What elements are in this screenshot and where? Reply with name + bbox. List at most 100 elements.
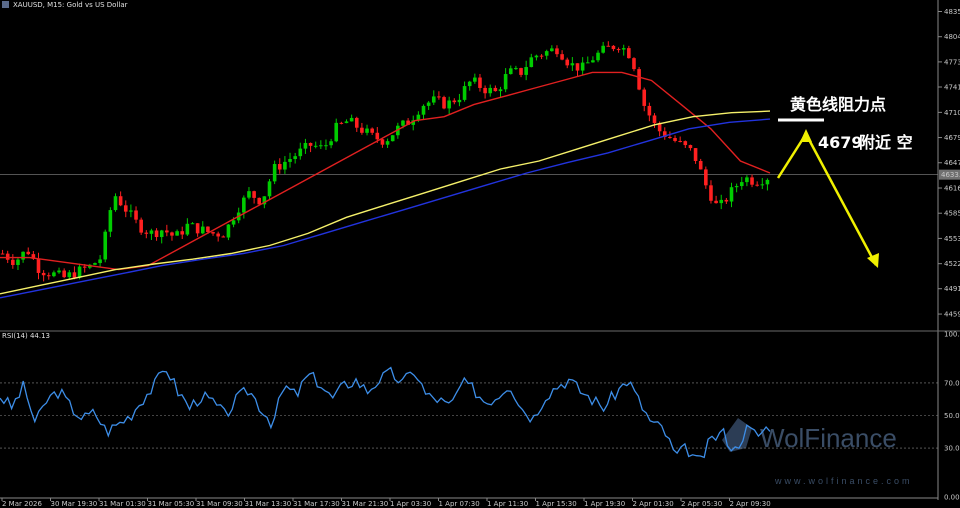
candle-body xyxy=(308,142,313,146)
candle-body xyxy=(714,200,718,204)
price-axis-label: 4647.8 xyxy=(944,159,960,167)
candle-body xyxy=(283,161,287,170)
candle-body xyxy=(627,48,631,59)
candle-body xyxy=(62,270,66,278)
candle-body xyxy=(580,62,585,71)
candle-body xyxy=(755,184,759,186)
entry-price-label: 4679 xyxy=(818,133,863,152)
candle-body xyxy=(329,141,333,146)
time-axis-label: 2 Apr 01:30 xyxy=(633,500,674,508)
candle-body xyxy=(380,139,385,145)
candle-body xyxy=(483,87,487,94)
symbol-icon xyxy=(2,1,9,8)
candle-body xyxy=(560,54,564,60)
candle-body xyxy=(416,114,421,121)
candle-body xyxy=(185,223,190,235)
candle-body xyxy=(293,156,297,160)
time-axis-label: 1 Apr 15:30 xyxy=(536,500,577,508)
symbol-title: XAUUSD, M15: Gold vs US Dollar xyxy=(13,1,128,9)
price-axis-label: 4553.8 xyxy=(944,235,960,243)
candle-body xyxy=(503,74,508,90)
candle-body xyxy=(719,199,724,204)
candle-body xyxy=(745,177,749,183)
time-axis-label: 1 Apr 11:30 xyxy=(487,500,528,508)
candle-body xyxy=(154,230,159,238)
candle-body xyxy=(529,57,534,68)
candle-body xyxy=(750,177,754,185)
candle-body xyxy=(11,259,15,265)
time-axis-label: 1 Apr 07:30 xyxy=(439,500,480,508)
price-axis-label: 4741.9 xyxy=(944,84,960,92)
candle-body xyxy=(262,196,267,205)
price-axis-label: 4459.8 xyxy=(944,311,960,319)
candle-body xyxy=(652,115,657,124)
watermark-url: www.wolfinance.com xyxy=(774,476,913,486)
candle-body xyxy=(144,232,149,234)
time-axis-label: 2 Apr 05:30 xyxy=(681,500,722,508)
candle-body xyxy=(16,259,20,265)
candle-body xyxy=(267,181,272,197)
moving-average-yellow xyxy=(0,110,771,295)
candle-body xyxy=(704,169,708,186)
candle-body xyxy=(385,141,390,145)
candle-body xyxy=(82,266,87,268)
candle-body xyxy=(390,135,395,142)
candle-body xyxy=(360,127,364,133)
candle-body xyxy=(462,86,467,100)
candle-body xyxy=(611,45,616,50)
candle-body xyxy=(437,96,441,98)
resistance-label: 黄色线阻力点 xyxy=(790,95,886,114)
candle-body xyxy=(257,197,262,205)
arrow-head-down xyxy=(867,253,879,268)
candle-body xyxy=(252,191,256,198)
candle-body xyxy=(550,48,554,52)
candle-body xyxy=(447,100,451,109)
price-axis-label: 4616.4 xyxy=(944,185,960,193)
candle-body xyxy=(21,251,25,260)
time-axis: 2 Mar 2026 30 Mar 19:30 31 Mar 01:30 31 Mar… xyxy=(0,497,938,508)
candle-body xyxy=(211,232,215,234)
candle-body xyxy=(673,138,677,141)
candle-body xyxy=(678,140,682,142)
candle-body xyxy=(488,87,493,94)
wolf-logo-icon xyxy=(722,418,752,452)
candle-body xyxy=(662,131,667,137)
candle-body xyxy=(344,121,349,124)
candle-body xyxy=(616,49,621,51)
candle-body xyxy=(606,45,611,47)
candle-body xyxy=(195,223,200,234)
candle-body xyxy=(621,48,626,50)
candle-body xyxy=(493,87,498,92)
current-price-box xyxy=(939,169,960,180)
candle-body xyxy=(354,117,359,128)
candle-body xyxy=(411,120,416,125)
candle-body xyxy=(313,145,318,147)
candle-body xyxy=(467,81,472,87)
rsi-label: RSI(14) 44.13 xyxy=(2,332,50,340)
candle-body xyxy=(539,55,544,57)
candle-body xyxy=(139,219,143,233)
candle-body xyxy=(637,69,641,90)
candle-body xyxy=(698,160,703,170)
candle-body xyxy=(524,67,528,75)
time-axis-label: 2 Apr 09:30 xyxy=(730,500,771,508)
candle-body xyxy=(642,89,647,106)
candle-body xyxy=(739,182,744,187)
candle-body xyxy=(375,132,380,140)
candle-body xyxy=(370,128,374,133)
candle-body xyxy=(175,231,179,236)
price-axis-label: 4773.1 xyxy=(944,58,960,66)
candle-body xyxy=(668,136,672,139)
candle-body xyxy=(123,205,128,212)
candle-body xyxy=(46,275,51,277)
candle-body xyxy=(734,186,739,188)
rsi-panel xyxy=(0,366,938,459)
candle-body xyxy=(129,210,133,212)
rsi-axis-label: 50.00 xyxy=(944,412,960,420)
time-axis-label: 31 Mar 17:30 xyxy=(293,500,340,508)
candle-body xyxy=(36,258,41,273)
candle-body xyxy=(442,97,446,109)
price-axis-label: 4804.4 xyxy=(944,33,960,41)
candle-body xyxy=(457,99,462,103)
candle-body xyxy=(709,185,713,201)
